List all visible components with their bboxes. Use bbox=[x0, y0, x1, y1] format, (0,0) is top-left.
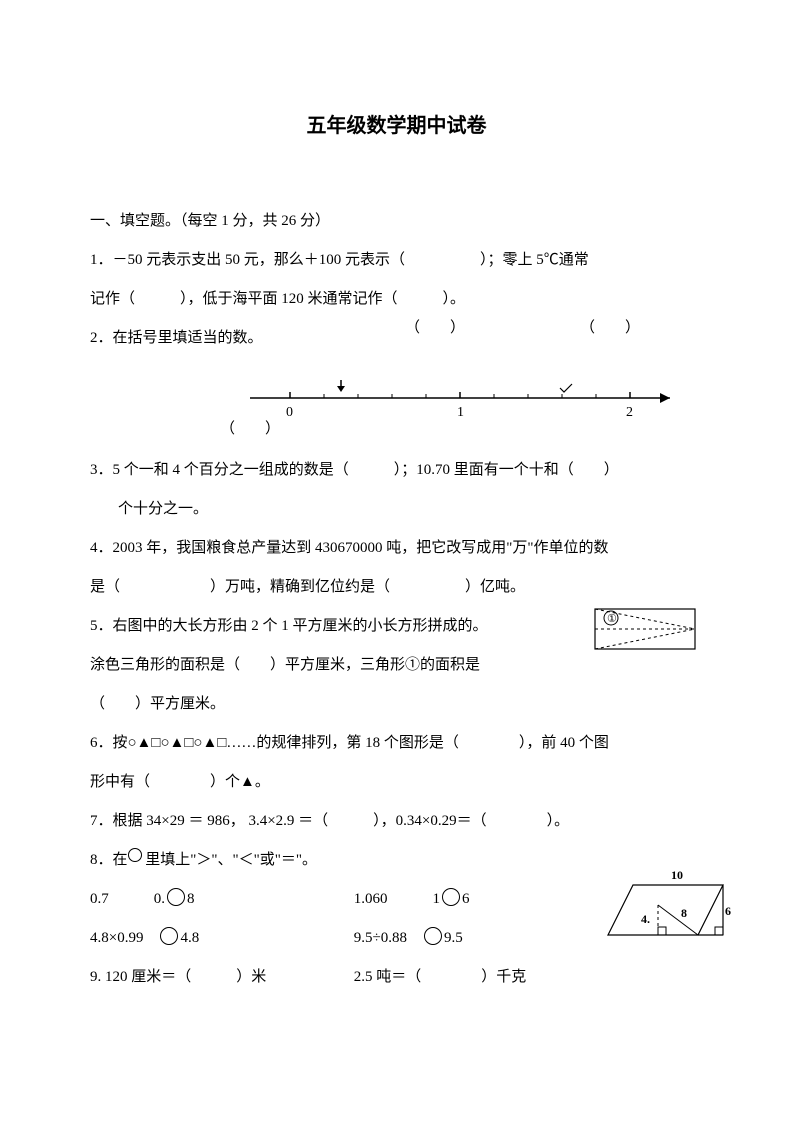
q5-line3: （ ）平方厘米。 bbox=[90, 685, 703, 724]
q2-blank-2: （ ） bbox=[580, 309, 640, 348]
q2-text: 2．在括号里填适当的数。 bbox=[90, 330, 263, 346]
q8-r1-b: 1.060 1 bbox=[354, 891, 440, 907]
q3-line2: 个十分之一。 bbox=[90, 490, 703, 529]
q4-line1: 4．2003 年，我国粮食总产量达到 430670000 吨，把它改写成用"万"… bbox=[90, 529, 703, 568]
q5-line1: 5．右图中的大长方形由 2 个 1 平方厘米的小长方形拼成的。 ① bbox=[90, 607, 703, 646]
q1-line1: 1．－50 元表示支出 50 元，那么＋100 元表示（ ）；零上 5℃通常 bbox=[90, 241, 703, 280]
compare-circle-1 bbox=[167, 888, 185, 906]
q8-r2-d: 9.5 bbox=[444, 930, 463, 946]
exam-title: 五年级数学期中试卷 bbox=[90, 100, 703, 152]
q8-r1-c: 6 bbox=[462, 891, 470, 907]
q5-text: 5．右图中的大长方形由 2 个 1 平方厘米的小长方形拼成的。 bbox=[90, 618, 488, 634]
compare-circle-2 bbox=[442, 888, 460, 906]
parallelogram-diagram: 10 6 8 4. bbox=[603, 865, 733, 955]
q2-line: 2．在括号里填适当的数。 （ ） （ ） bbox=[90, 319, 703, 358]
svg-text:8: 8 bbox=[681, 906, 687, 920]
svg-text:10: 10 bbox=[671, 868, 683, 882]
q4-line2: 是（ ）万吨，精确到亿位约是（ ）亿吨。 bbox=[90, 568, 703, 607]
q9-line: 9. 120 厘米＝（ ）米 2.5 吨＝（ ）千克 bbox=[90, 958, 703, 997]
number-line-diagram: 0 1 2 bbox=[90, 358, 703, 418]
q6-line1: 6．按○▲□○▲□○▲□……的规律排列，第 18 个图形是（ ），前 40 个图 bbox=[90, 724, 703, 763]
q9-a: 9. 120 厘米＝（ ）米 bbox=[90, 958, 350, 997]
q7-line: 7．根据 34×29 ＝ 986， 3.4×2.9 ＝（ ），0.34×0.29… bbox=[90, 802, 703, 841]
circle-icon bbox=[128, 848, 142, 862]
q3-line1: 3．5 个一和 4 个百分之一组成的数是（ ）；10.70 里面有一个十和（ ） bbox=[90, 451, 703, 490]
q8-r2-b: 4.8 bbox=[180, 930, 199, 946]
q2-blank-1: （ ） bbox=[405, 309, 465, 348]
q8-r2-c: 9.5÷0.88 bbox=[354, 930, 422, 946]
section-heading: 一、填空题。（每空 1 分，共 26 分） bbox=[90, 202, 703, 241]
tick-1: 1 bbox=[457, 405, 464, 420]
svg-text:①: ① bbox=[607, 613, 617, 625]
q8-suffix: 里填上"＞"、"＜"或"＝"。 bbox=[142, 852, 318, 868]
rectangle-diagram: ① bbox=[593, 607, 703, 655]
q6-line2: 形中有（ ）个▲。 bbox=[90, 763, 703, 802]
q8-prefix: 8．在 bbox=[90, 852, 128, 868]
svg-text:6: 6 bbox=[725, 904, 731, 918]
number-line-svg: 0 1 2 bbox=[250, 378, 690, 428]
tick-0: 0 bbox=[286, 405, 293, 420]
q8-r2-a: 4.8×0.99 bbox=[90, 930, 158, 946]
svg-text:4.: 4. bbox=[641, 912, 650, 926]
q9-b: 2.5 吨＝（ ）千克 bbox=[354, 969, 527, 985]
q8-r1-a: 0.7 0. bbox=[90, 891, 165, 907]
compare-circle-3 bbox=[160, 927, 178, 945]
q8-row1: 0.7 0.8 1.060 16 10 6 8 4. bbox=[90, 880, 703, 919]
tick-2: 2 bbox=[626, 405, 633, 420]
compare-circle-4 bbox=[424, 927, 442, 945]
